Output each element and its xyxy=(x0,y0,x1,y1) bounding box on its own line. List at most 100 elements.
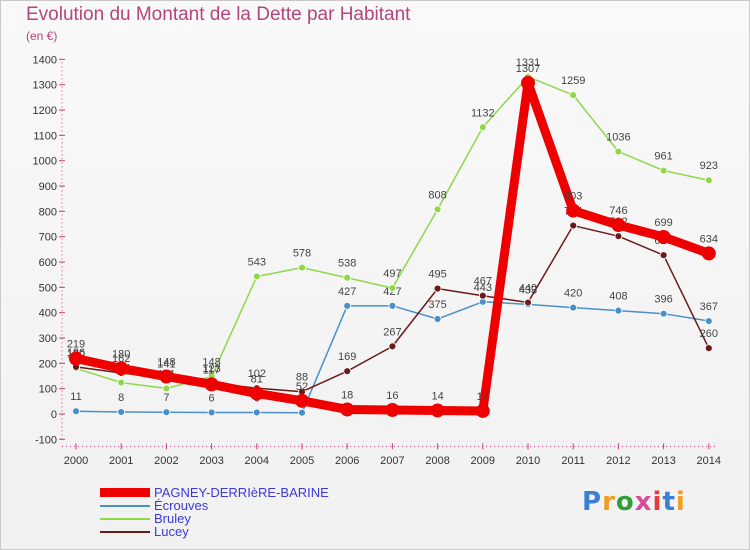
chart-subtitle: (en €) xyxy=(26,29,58,43)
data-label: 6 xyxy=(209,392,215,404)
legend-label-pagney: PAGNEY-DERRIèRE-BARINE xyxy=(154,485,329,500)
data-point xyxy=(478,123,487,132)
legend: PAGNEY-DERRIèRE-BARINE Écrouves Bruley L… xyxy=(100,485,400,539)
x-tick-label: 2004 xyxy=(245,455,269,467)
logo-letter: x xyxy=(634,487,653,517)
data-point xyxy=(343,367,352,376)
data-label: 11 xyxy=(70,391,81,403)
data-label: 12 xyxy=(477,391,489,403)
data-point xyxy=(343,301,352,310)
data-label: 81 xyxy=(251,373,263,385)
data-point xyxy=(614,147,623,156)
data-point xyxy=(249,386,264,401)
x-tick-label: 2014 xyxy=(697,455,721,467)
x-tick-label: 2012 xyxy=(606,455,630,467)
series-line xyxy=(75,76,710,390)
data-point xyxy=(159,369,174,384)
x-tick-label: 2002 xyxy=(154,455,178,467)
data-label: 375 xyxy=(428,299,446,311)
data-point xyxy=(117,408,126,416)
data-point xyxy=(69,351,83,366)
data-label: 746 xyxy=(609,205,627,217)
logo-letter: r xyxy=(602,487,616,517)
data-label: 1331 xyxy=(516,57,540,69)
data-label: 1307 xyxy=(516,63,540,75)
data-label: 1036 xyxy=(606,132,630,144)
data-label: 162 xyxy=(112,353,130,365)
data-label: 443 xyxy=(474,282,492,294)
y-tick-label: 0 xyxy=(51,409,57,421)
data-label: 123 xyxy=(202,363,220,375)
data-point xyxy=(569,91,578,99)
data-point xyxy=(295,393,309,408)
data-label: 808 xyxy=(428,189,446,201)
logo-letter: t xyxy=(662,487,676,517)
data-point xyxy=(117,378,126,387)
data-point xyxy=(521,75,535,90)
data-point xyxy=(433,205,442,214)
data-label: 634 xyxy=(700,233,718,245)
legend-item-pagney[interactable]: PAGNEY-DERRIèRE-BARINE xyxy=(100,485,400,500)
legend-label-lucey: Lucey xyxy=(154,524,189,539)
data-point xyxy=(659,309,668,318)
data-point xyxy=(385,402,400,417)
data-label: 495 xyxy=(428,269,446,281)
data-label: 367 xyxy=(700,301,718,313)
data-point xyxy=(114,361,129,376)
y-tick-label: 100 xyxy=(39,384,57,396)
data-point xyxy=(701,246,716,261)
data-label: 148 xyxy=(202,357,220,369)
legend-swatch-lucey xyxy=(100,531,150,533)
y-tick-label: 1000 xyxy=(33,156,57,168)
data-label: 1259 xyxy=(561,75,585,87)
data-label: 148 xyxy=(157,357,175,369)
data-point xyxy=(478,291,487,300)
data-point xyxy=(704,344,713,353)
y-tick-label: 500 xyxy=(39,282,57,294)
logo-letter: i xyxy=(652,487,663,517)
y-tick-label: 400 xyxy=(39,308,57,320)
data-point xyxy=(475,403,490,418)
data-label: 219 xyxy=(67,339,85,351)
x-tick-label: 2001 xyxy=(109,455,133,467)
data-point xyxy=(659,166,668,175)
data-point xyxy=(162,408,171,417)
data-label: 396 xyxy=(654,294,672,306)
logo-letter: o xyxy=(615,487,635,517)
data-label: 543 xyxy=(248,256,266,268)
data-point xyxy=(433,284,442,293)
x-tick-label: 2005 xyxy=(290,455,314,467)
data-label: 8 xyxy=(118,392,124,404)
data-label: 1132 xyxy=(471,107,495,119)
legend-item-bruley[interactable]: Bruley xyxy=(100,511,400,526)
data-point xyxy=(252,408,261,417)
data-label: 7 xyxy=(163,392,169,404)
y-tick-label: 700 xyxy=(39,232,57,244)
data-label: 803 xyxy=(564,191,582,203)
data-point xyxy=(388,301,397,310)
data-point xyxy=(659,251,668,260)
chart-title: Evolution du Montant de la Dette par Hab… xyxy=(26,4,411,25)
data-point xyxy=(524,298,532,307)
data-point xyxy=(569,303,578,312)
data-label: 16 xyxy=(386,390,398,402)
legend-item-lucey[interactable]: Lucey xyxy=(100,524,400,539)
data-point xyxy=(569,221,578,230)
y-tick-label: 1200 xyxy=(33,105,57,117)
x-tick-label: 2007 xyxy=(380,455,404,467)
data-label: 102 xyxy=(248,368,266,380)
x-tick-label: 2008 xyxy=(425,455,449,467)
data-label: 420 xyxy=(564,288,582,300)
data-label: 18 xyxy=(341,389,353,401)
data-point xyxy=(611,218,626,233)
x-tick-label: 2000 xyxy=(64,455,88,467)
data-label: 961 xyxy=(654,151,672,163)
proxiti-logo: Proxiti xyxy=(582,487,686,517)
data-label: 267 xyxy=(383,326,401,338)
y-tick-label: 1300 xyxy=(33,80,57,92)
y-tick-label: 300 xyxy=(39,333,57,345)
legend-item-ecrouves[interactable]: Écrouves xyxy=(100,498,400,513)
data-point xyxy=(388,284,397,293)
x-tick-label: 2009 xyxy=(471,455,495,467)
